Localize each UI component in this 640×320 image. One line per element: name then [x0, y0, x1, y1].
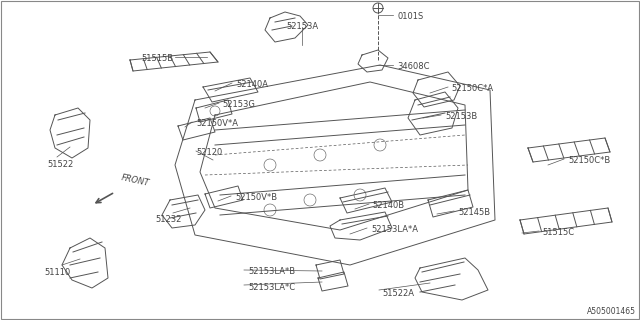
Text: 52150C*A: 52150C*A: [451, 84, 493, 93]
Text: 52140A: 52140A: [236, 80, 268, 89]
Text: 52150V*B: 52150V*B: [235, 193, 277, 202]
Text: 51522: 51522: [47, 160, 73, 169]
Text: 52120: 52120: [196, 148, 222, 157]
Text: FRONT: FRONT: [120, 173, 150, 188]
Text: 52153LA*A: 52153LA*A: [371, 225, 418, 234]
Text: 52145B: 52145B: [458, 208, 490, 217]
Text: 51522A: 51522A: [382, 289, 414, 298]
Text: A505001465: A505001465: [587, 307, 636, 316]
Text: 51515B: 51515B: [141, 54, 173, 63]
Text: 51110: 51110: [44, 268, 70, 277]
Text: 51515C: 51515C: [542, 228, 574, 237]
Text: 52153B: 52153B: [445, 112, 477, 121]
Text: 52153A: 52153A: [286, 22, 318, 31]
Text: 52150V*A: 52150V*A: [196, 119, 238, 128]
Text: 34608C: 34608C: [397, 62, 429, 71]
Text: 51232: 51232: [155, 215, 181, 224]
Text: 52153LA*C: 52153LA*C: [248, 283, 295, 292]
Text: 52140B: 52140B: [372, 201, 404, 210]
Text: 52153G: 52153G: [222, 100, 255, 109]
Text: 52153LA*B: 52153LA*B: [248, 267, 295, 276]
Text: 52150C*B: 52150C*B: [568, 156, 611, 165]
Text: 0101S: 0101S: [397, 12, 423, 21]
